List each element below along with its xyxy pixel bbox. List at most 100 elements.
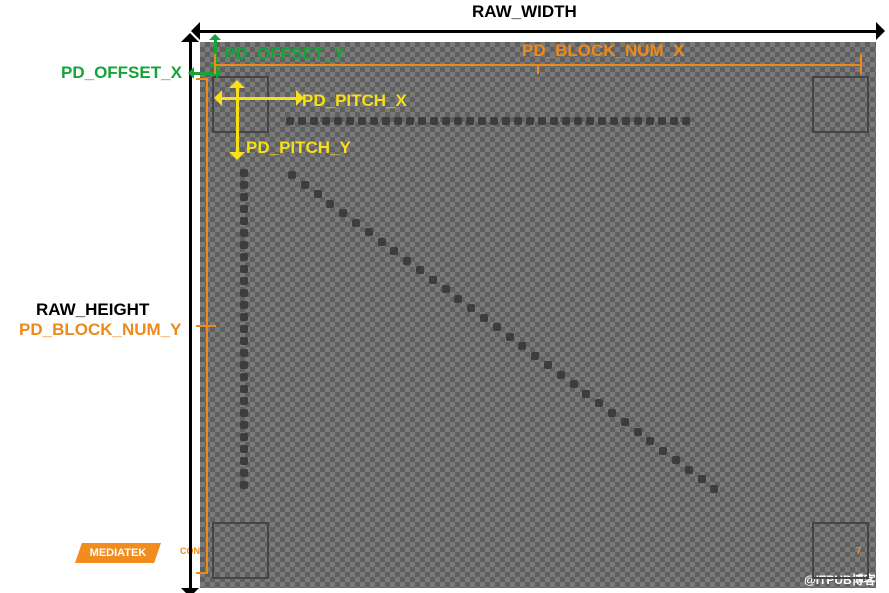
pd-pixel-dot xyxy=(646,437,654,445)
pd-pixel-dot xyxy=(240,277,248,285)
pd-pixel-dot xyxy=(352,219,360,227)
pd-pixel-dot xyxy=(240,445,248,453)
arrow-raw-width xyxy=(200,30,876,33)
pd-pixel-dot xyxy=(682,117,690,125)
pd-pixel-dot xyxy=(490,117,498,125)
pd-pixel-dot xyxy=(240,469,248,477)
pd-pixel-dot xyxy=(240,205,248,213)
pd-pixel-dot xyxy=(670,117,678,125)
arrow-left-icon xyxy=(214,90,222,106)
pd-pixel-dot xyxy=(286,117,294,125)
brace-block-num-x xyxy=(860,54,862,64)
label-pd-pitch-x: PD_PITCH_X xyxy=(302,91,407,111)
pd-pixel-dot xyxy=(406,117,414,125)
pd-pixel-dot xyxy=(346,117,354,125)
pd-pixel-dot xyxy=(394,117,402,125)
mediatek-logo: MEDIATEK xyxy=(75,543,161,563)
pd-pixel-dot xyxy=(288,171,296,179)
pd-pixel-dot xyxy=(595,399,603,407)
pd-pixel-dot xyxy=(240,229,248,237)
pd-pixel-dot xyxy=(416,266,424,274)
arrow-up-icon xyxy=(181,33,199,42)
pd-pixel-dot xyxy=(574,117,582,125)
brace-block-num-y xyxy=(196,572,206,574)
pd-pixel-dot xyxy=(240,193,248,201)
pd-pixel-dot xyxy=(582,390,590,398)
pd-pixel-dot xyxy=(326,200,334,208)
pd-pixel-dot xyxy=(240,169,248,177)
pd-pixel-dot xyxy=(622,117,630,125)
pd-pixel-dot xyxy=(240,385,248,393)
pd-pixel-dot xyxy=(314,190,322,198)
arrow-up-icon xyxy=(229,80,245,88)
pd-pixel-dot xyxy=(240,409,248,417)
pd-pixel-dot xyxy=(672,456,680,464)
brace-block-num-y xyxy=(206,325,216,327)
pd-pixel-dot xyxy=(634,117,642,125)
pd-pixel-dot xyxy=(562,117,570,125)
brace-block-num-x xyxy=(214,64,216,74)
pd-pixel-dot xyxy=(322,117,330,125)
brace-block-num-x xyxy=(214,54,216,64)
pd-pixel-dot xyxy=(514,117,522,125)
pd-pixel-dot xyxy=(480,314,488,322)
pd-pixel-dot xyxy=(240,301,248,309)
pd-pixel-dot xyxy=(240,337,248,345)
brace-block-num-x xyxy=(537,64,539,74)
pd-block-box xyxy=(812,76,869,133)
pd-pixel-dot xyxy=(378,238,386,246)
arrow-up-icon xyxy=(209,34,221,40)
pd-pixel-dot xyxy=(301,181,309,189)
arrow-pitch-y xyxy=(236,88,239,152)
pd-pixel-dot xyxy=(710,485,718,493)
pd-pixel-dot xyxy=(610,117,618,125)
pd-pixel-dot xyxy=(442,285,450,293)
label-pd-offset-y: PD_OFFSET_Y xyxy=(224,44,345,64)
pd-pixel-dot xyxy=(298,117,306,125)
pd-pixel-dot xyxy=(310,117,318,125)
pd-pixel-dot xyxy=(621,418,629,426)
pd-pixel-dot xyxy=(382,117,390,125)
arrow-right-icon xyxy=(296,90,304,106)
pd-pixel-dot xyxy=(240,217,248,225)
pd-pixel-dot xyxy=(240,433,248,441)
pd-pixel-dot xyxy=(240,241,248,249)
pd-pixel-dot xyxy=(240,397,248,405)
pd-pixel-dot xyxy=(240,421,248,429)
arrow-pitch-x xyxy=(222,97,296,100)
pd-pixel-dot xyxy=(390,247,398,255)
pd-pixel-dot xyxy=(240,361,248,369)
pd-block-box xyxy=(812,522,869,579)
label-pd-block-y: PD_BLOCK_NUM_Y xyxy=(19,320,181,340)
arrow-left-icon xyxy=(188,67,194,79)
pd-pixel-dot xyxy=(531,352,539,360)
label-raw-width: RAW_WIDTH xyxy=(472,2,577,22)
pd-pixel-dot xyxy=(493,323,501,331)
pd-pixel-dot xyxy=(454,295,462,303)
pd-pixel-dot xyxy=(570,380,578,388)
pd-pixel-dot xyxy=(429,276,437,284)
pd-pixel-dot xyxy=(478,117,486,125)
pd-pixel-dot xyxy=(240,253,248,261)
pd-pixel-dot xyxy=(365,228,373,236)
pd-pixel-dot xyxy=(466,117,474,125)
pd-pixel-dot xyxy=(634,428,642,436)
pd-pixel-dot xyxy=(358,117,366,125)
pd-pixel-dot xyxy=(240,289,248,297)
brace-block-num-y xyxy=(196,325,206,327)
pd-pixel-dot xyxy=(240,373,248,381)
pd-pixel-dot xyxy=(430,117,438,125)
arrow-offset-x xyxy=(194,72,216,75)
pd-pixel-dot xyxy=(240,313,248,321)
pd-block-box xyxy=(212,522,269,579)
pd-pixel-dot xyxy=(518,342,526,350)
pd-pixel-dot xyxy=(240,457,248,465)
pd-pixel-dot xyxy=(240,265,248,273)
pd-pixel-dot xyxy=(698,475,706,483)
pd-pixel-dot xyxy=(442,117,450,125)
label-pd-block-x: PD_BLOCK_NUM_X xyxy=(522,41,684,61)
pd-pixel-dot xyxy=(467,304,475,312)
pd-pixel-dot xyxy=(418,117,426,125)
pd-pixel-dot xyxy=(550,117,558,125)
pd-pixel-dot xyxy=(598,117,606,125)
